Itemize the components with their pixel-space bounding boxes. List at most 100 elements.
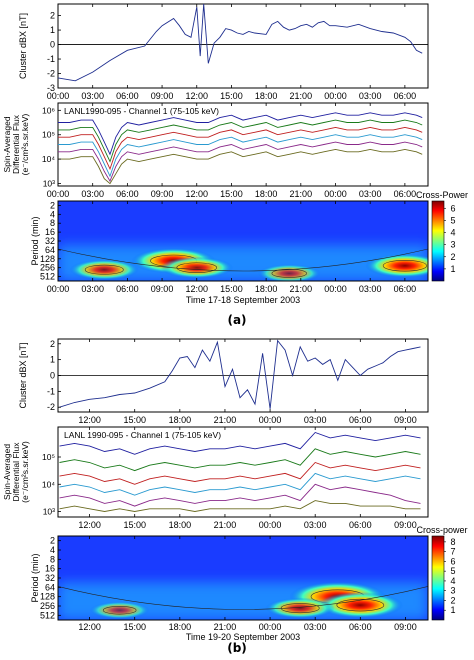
- fig-b-p1-ytick-label: 1: [50, 355, 55, 365]
- fig-b-dbx-line: [59, 339, 421, 409]
- fig-a-p3-ytick-label: 256: [40, 263, 55, 273]
- fig-a-p3-contour: [84, 264, 124, 275]
- fig-a-p3-contour: [271, 268, 307, 278]
- fig-a-p3-xtick-label: 15:00: [220, 284, 243, 294]
- fig-b-p3-xtick-label: 06:00: [349, 622, 372, 632]
- fig-a-p3-xtick-label: 06:00: [394, 284, 417, 294]
- fig-a-p2-xtick-label: 03:00: [81, 189, 104, 199]
- fig-b-p2-xtick-label: 15:00: [123, 520, 146, 530]
- fig-a-p3-xtick-label: 00:00: [47, 284, 70, 294]
- fig-a-p2-xtick-label: 09:00: [151, 189, 174, 199]
- fig-b-p3-xtick-label: 03:00: [304, 622, 327, 632]
- fig-b-p2-title: LANL 1990-095 - Channel 1 (75-105 keV): [64, 430, 221, 440]
- fig-a-p2-ytick-label: 10⁶: [42, 105, 55, 115]
- fig-a-p2-ytick-label: 10⁴: [42, 154, 55, 164]
- fig-b-p3-colorbar-tick-label: 5: [450, 566, 455, 576]
- fig-a-p2-xtick-label: 21:00: [290, 189, 313, 199]
- fig-a-p2-ytick-label: 10³: [43, 179, 55, 189]
- fig-a-p1-xtick-label: 12:00: [185, 91, 208, 101]
- fig-b-p3-ytick-label: 64: [45, 582, 55, 592]
- fig-b-flux-line: [59, 483, 421, 507]
- fig-b-p3-colorbar: [431, 535, 445, 621]
- fig-b-p2-xtick-label: 09:00: [394, 520, 417, 530]
- fig-a-p1-ytick-label: -1: [47, 54, 55, 64]
- fig-a-p2-xtick-label: 03:00: [359, 189, 382, 199]
- fig-b-flux-line: [59, 431, 421, 455]
- fig-b-p1-xtick-label: 18:00: [169, 415, 192, 425]
- fig-a-flux-line: [58, 148, 423, 185]
- fig-a-p2-xtick-label: 18:00: [255, 189, 278, 199]
- fig-b-p3-cone: [58, 586, 428, 610]
- fig-a-p2-xtick-label: 12:00: [185, 189, 208, 199]
- fig-b-p1-xtick-label: 09:00: [394, 415, 417, 425]
- fig-b-p3-ytick-label: 256: [40, 601, 55, 611]
- fig-a-xlabel: Time 17-18 September 2003: [186, 295, 300, 305]
- fig-a-p1-ytick-label: 1: [50, 25, 55, 35]
- fig-b-p1-xtick-label: 00:00: [259, 415, 282, 425]
- fig-a-p3-power-blob: [257, 264, 321, 281]
- fig-b-panel2-frame: [57, 426, 429, 518]
- fig-b-p3-colorbar-tick-label: 4: [450, 576, 455, 586]
- fig-b-p2-xtick-label: 00:00: [259, 520, 282, 530]
- fig-a-p1-ytick-label: 0: [50, 40, 55, 50]
- fig-b-p1-ytick-label: 2: [50, 339, 55, 349]
- fig-b-p3-heatmap-layer: [58, 581, 428, 620]
- fig-a-p3-heatmap-layer: [58, 245, 428, 281]
- fig-a-p1-ytick-label: -2: [47, 69, 55, 79]
- figure-b-caption: (b): [227, 641, 247, 655]
- fig-a-p3-colorbar-tick-label: 3: [450, 240, 455, 250]
- fig-b-p3-colorbar-tick-label: 7: [450, 547, 455, 557]
- fig-a-p3-ytick-label: 8: [50, 218, 55, 228]
- fig-b-p3-power-blob: [89, 601, 150, 619]
- fig-b-p3-xtick-label: 21:00: [214, 622, 237, 632]
- fig-b-p2-ytick-label: 10⁵: [42, 452, 55, 462]
- fig-a-p3-colorbar-tick-label: 6: [450, 203, 455, 213]
- fig-a-p1-xtick-label: 06:00: [116, 91, 139, 101]
- fig-a-p3-xtick-label: 18:00: [255, 284, 278, 294]
- fig-b-p1-ylabel: Cluster dBX [nT]: [18, 342, 28, 408]
- fig-a-p3-power-blob: [69, 259, 140, 281]
- fig-b-p3-xtick-label: 15:00: [123, 622, 146, 632]
- fig-b-p2-xtick-label: 12:00: [78, 520, 101, 530]
- fig-b-p2-ylabel: Differential Flux: [11, 442, 21, 502]
- fig-b-p3-ytick-label: 2: [50, 536, 55, 546]
- fig-b-p3-ytick-label: 32: [45, 573, 55, 583]
- fig-a-p2-xtick-label: 06:00: [116, 189, 139, 199]
- fig-a-p3-ytick-label: 128: [40, 254, 55, 264]
- fig-a-p3-xtick-label: 06:00: [116, 284, 139, 294]
- fig-a-p1-ytick-label: 2: [50, 11, 55, 21]
- fig-a-panel1-frame: [57, 3, 429, 89]
- fig-b-p2-ytick-label: 10⁴: [42, 479, 55, 489]
- fig-a-p3-colorbar-tick-label: 5: [450, 215, 455, 225]
- fig-b-p2-ytick-label: 10³: [43, 507, 55, 517]
- fig-a-p3-colorbar-tick-label: 1: [450, 264, 455, 274]
- fig-b-p3-colorbar-tick-label: 2: [450, 595, 455, 605]
- fig-a-p2-ylabel: Differential Flux: [11, 114, 21, 174]
- fig-b-p1-xtick-label: 15:00: [123, 415, 146, 425]
- fig-a-p2-ylabel: (e⁻/cm²s.sr.keV): [20, 114, 30, 176]
- fig-b-p2-xtick-label: 21:00: [214, 520, 237, 530]
- fig-a-p3-ytick-label: 512: [40, 272, 55, 282]
- fig-a-p2-title: LANL1990-095 - Channel 1 (75-105 keV): [64, 106, 219, 116]
- fig-a-p3-colorbar-tick-label: 4: [450, 228, 455, 238]
- fig-a-p3-ytick-label: 64: [45, 245, 55, 255]
- fig-a-p3-ytick-label: 32: [45, 236, 55, 246]
- fig-a-p3-ytick-label: 4: [50, 209, 55, 219]
- fig-b-flux-line: [59, 472, 421, 496]
- fig-a-p1-xtick-label: 18:00: [255, 91, 278, 101]
- fig-b-p3-power-blob: [265, 597, 335, 619]
- fig-a-dbx-line: [57, 3, 423, 82]
- fig-b-p3-contour: [102, 605, 137, 615]
- fig-b-p3-ytick-label: 512: [40, 610, 55, 620]
- fig-a-p3-cone: [58, 248, 428, 272]
- fig-b-p3-ytick-label: 8: [50, 554, 55, 564]
- fig-a-p3-xtick-label: 03:00: [81, 284, 104, 294]
- fig-b-p3-contour: [336, 598, 385, 612]
- fig-b-flux-line: [59, 448, 421, 472]
- fig-b-p1-xtick-label: 06:00: [349, 415, 372, 425]
- fig-a-p1-xtick-label: 03:00: [81, 91, 104, 101]
- fig-a-flux-line: [58, 112, 423, 156]
- fig-a-p1-xtick-label: 03:00: [359, 91, 382, 101]
- fig-b-flux-line: [59, 461, 421, 485]
